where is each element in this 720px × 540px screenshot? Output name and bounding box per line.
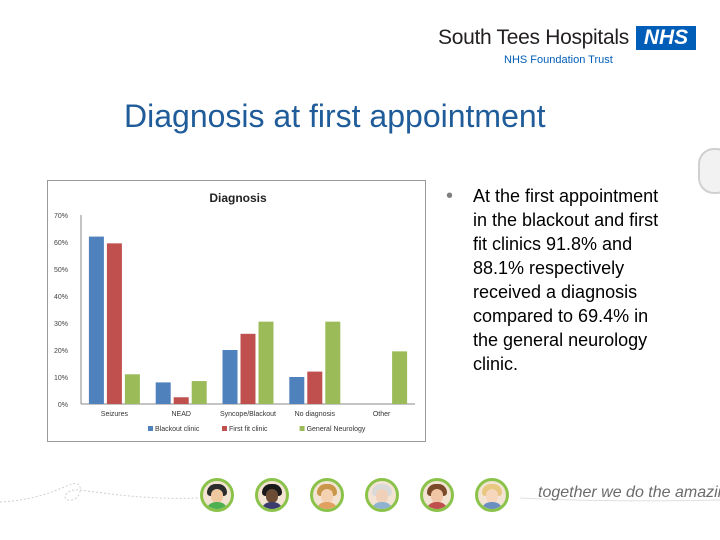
legend-label: General Neurology — [307, 426, 366, 433]
face-icon — [310, 478, 344, 512]
bar — [106, 243, 122, 404]
bar — [307, 371, 323, 404]
bullet-marker: • — [446, 185, 454, 207]
x-tick-label: NEAD — [171, 411, 190, 418]
x-tick-label: Syncope/Blackout — [220, 411, 276, 418]
bar — [88, 236, 104, 404]
y-tick-label: 70% — [54, 213, 68, 220]
legend-swatch — [222, 426, 227, 431]
footer-swirl — [0, 482, 720, 503]
face-icon — [200, 478, 234, 512]
tagline: together we do the amazing — [538, 484, 720, 501]
face-icon — [255, 478, 289, 512]
bar — [392, 351, 408, 404]
y-tick-label: 60% — [54, 240, 68, 247]
bar — [173, 397, 189, 404]
x-tick-label: No diagnosis — [295, 411, 336, 418]
staff-faces — [198, 478, 518, 514]
bullet-text: At the first appointment in the blackout… — [473, 186, 659, 374]
diagnosis-chart: Diagnosis 0% 10% 20% 30% 40% 50% 60% 70% Seizure… — [47, 180, 426, 442]
y-tick-label: 40% — [54, 294, 68, 301]
face-icon — [365, 478, 399, 512]
legend-swatch — [299, 426, 305, 431]
bar — [124, 374, 140, 404]
chart-title: Diagnosis — [209, 191, 267, 205]
y-tick-label: 10% — [54, 375, 68, 382]
face-icon — [475, 478, 509, 512]
org-name: South Tees Hospitals — [438, 26, 629, 49]
bar — [289, 377, 305, 404]
trust-logo: South Tees Hospitals NHS NHS Foundation … — [436, 24, 698, 68]
y-tick-label: 30% — [54, 321, 68, 328]
legend-label: First fit clinic — [229, 426, 268, 433]
bar — [258, 321, 274, 404]
face-icon — [420, 478, 454, 512]
y-tick-label: 0% — [58, 402, 68, 409]
y-tick-label: 20% — [54, 348, 68, 355]
bar — [222, 350, 238, 404]
side-decoration — [698, 148, 720, 194]
bar — [240, 333, 256, 404]
chart-canvas: Diagnosis 0% 10% 20% 30% 40% 50% 60% 70% Seizure… — [54, 191, 415, 433]
slide-title: Diagnosis at first appointment — [124, 98, 546, 134]
legend-swatch — [148, 426, 153, 431]
nhs-logo-mark: NHS — [636, 26, 696, 50]
y-tick-label: 50% — [54, 267, 68, 274]
bar — [155, 382, 171, 404]
bar — [325, 321, 341, 404]
bar — [191, 381, 207, 404]
legend-label: Blackout clinic — [155, 426, 200, 433]
x-tick-label: Other — [373, 411, 391, 418]
x-tick-label: Seizures — [101, 411, 129, 418]
trust-label: NHS Foundation Trust — [504, 54, 613, 66]
